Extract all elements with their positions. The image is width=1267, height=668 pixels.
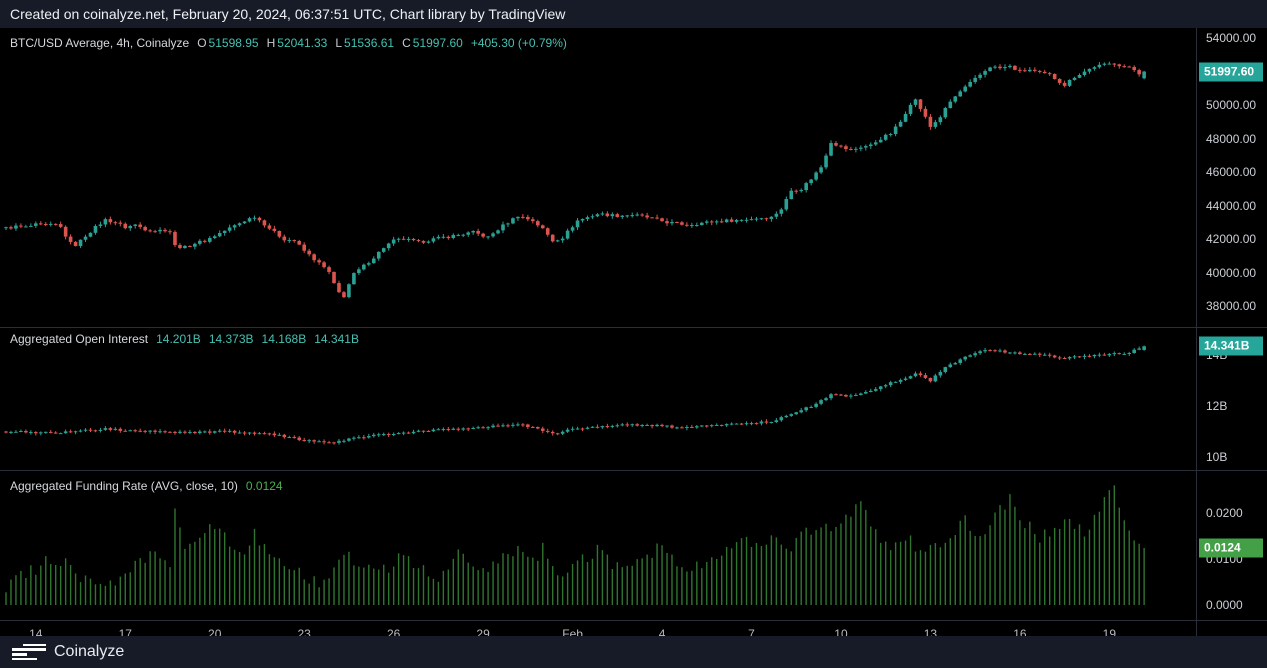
time-axis-label: 4: [658, 627, 666, 641]
open-interest-legend[interactable]: Aggregated Open Interest 14.201B 14.373B 14…: [10, 332, 359, 346]
time-axis-label: 7: [748, 627, 755, 641]
price-last-tag: 51997.60: [1199, 62, 1263, 82]
footer-brand-link[interactable]: Coinalyze: [54, 643, 125, 660]
time-axis-divider: [0, 620, 1267, 621]
ohlc-value: 52041.33: [277, 36, 328, 50]
y-axis-label: 44000.00: [1206, 198, 1257, 213]
open-interest-value: 14.341B: [314, 332, 359, 346]
open-interest-value: 14.373B: [208, 332, 254, 346]
y-axis-label: 0.0000: [1206, 598, 1243, 612]
panel-divider-price-oi: [0, 327, 1267, 328]
funding-legend-title: Aggregated Funding Rate (AVG, close, 10): [10, 479, 238, 493]
price-axis-divider: [1196, 28, 1197, 636]
price-change-value: +405.30 (+0.79%): [470, 36, 567, 50]
funding-value: 0.0124: [245, 479, 283, 493]
y-axis-label: 12B: [1206, 399, 1228, 414]
ohlc-value: 51997.60: [412, 36, 463, 50]
funding-last-tag: 0.0124: [1199, 538, 1263, 558]
y-axis-label: 50000.00: [1206, 98, 1257, 113]
price-legend-title: BTC/USD Average, 4h, Coinalyze: [10, 36, 190, 50]
ohlc-prefix: C: [402, 36, 411, 50]
ohlc-prefix: O: [197, 36, 207, 50]
price-legend[interactable]: BTC/USD Average, 4h, Coinalyze O 51598.95 H…: [10, 36, 567, 50]
open-interest-legend-title: Aggregated Open Interest: [10, 332, 149, 346]
attribution-text: Created on coinalyze.net, February 20, 2…: [10, 6, 566, 22]
y-axis-label: 10B: [1206, 450, 1228, 464]
y-axis-label: 0.0200: [1206, 506, 1243, 520]
time-axis-pane[interactable]: 14 17 20 23 26 29 Feb 4 7 10 13 16 19: [0, 620, 1196, 641]
ohlc-value: 51598.95: [208, 36, 259, 50]
y-axis-label: 54000.00: [1206, 31, 1257, 46]
y-axis-label: 38000.00: [1206, 299, 1257, 314]
attribution-bar: Created on coinalyze.net, February 20, 2…: [0, 0, 1267, 28]
price-axis-pane[interactable]: [1197, 28, 1267, 620]
y-axis-label: 40000.00: [1206, 265, 1257, 280]
y-axis-label: 48000.00: [1206, 131, 1257, 146]
panel-divider-oi-funding: [0, 470, 1267, 471]
coinalyze-logo-icon[interactable]: [12, 641, 46, 663]
footer-bar: Coinalyze: [0, 636, 1267, 668]
y-axis-label: 46000.00: [1206, 165, 1257, 180]
ohlc-value: 51536.61: [344, 36, 395, 50]
open-interest-last-tag: 14.341B: [1199, 336, 1263, 356]
chart-canvas[interactable]: [0, 0, 1196, 636]
open-interest-value: 14.201B: [156, 332, 201, 346]
funding-rate-legend[interactable]: Aggregated Funding Rate (AVG, close, 10)…: [10, 479, 283, 493]
y-axis-label: 42000.00: [1206, 232, 1257, 247]
ohlc-prefix: L: [335, 36, 343, 50]
open-interest-value: 14.168B: [261, 332, 307, 346]
ohlc-prefix: H: [266, 36, 276, 50]
